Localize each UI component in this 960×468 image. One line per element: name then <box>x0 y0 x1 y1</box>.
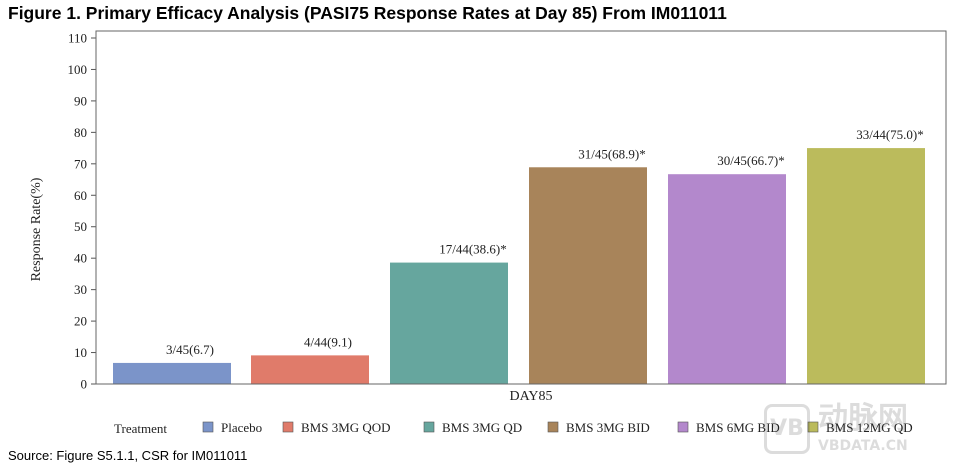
bar-data-label: 3/45(6.7) <box>166 342 214 357</box>
legend-entry-label: BMS 6MG BID <box>696 420 780 435</box>
bar-data-label: 31/45(68.9)* <box>578 146 646 161</box>
legend-entry-label: BMS 3MG QOD <box>301 420 391 435</box>
legend-swatch <box>202 421 214 433</box>
legend-entry-label: BMS 3MG QD <box>442 420 522 435</box>
data-labels: 3/45(6.7) 4/44(9.1) 17/44(38.6)* 31/45(68.9… <box>166 127 924 357</box>
legend-swatch <box>282 421 294 433</box>
y-tick-label: 20 <box>74 314 87 329</box>
y-tick-label: 70 <box>74 156 87 171</box>
bar-bms-6mg-bid <box>668 174 786 384</box>
bar-data-label: 4/44(9.1) <box>304 334 352 349</box>
bar-bms-3mg-qod <box>251 355 369 384</box>
y-tick-label: 80 <box>74 125 87 140</box>
legend-swatch <box>807 421 819 433</box>
legend: Treatment Placebo BMS 3MG QOD BMS 3MG QD BM… <box>114 420 913 436</box>
legend-swatch <box>423 421 435 433</box>
legend-swatch <box>547 421 559 433</box>
legend-swatch <box>677 421 689 433</box>
bar-data-label: 30/45(66.7)* <box>717 153 785 168</box>
plot-frame <box>95 30 947 385</box>
legend-entry-label: Placebo <box>221 420 262 435</box>
legend-title: Treatment <box>114 421 167 436</box>
y-tick-label: 30 <box>74 282 87 297</box>
y-tick-label: 40 <box>74 251 87 266</box>
bar-bms-3mg-bid <box>529 167 647 384</box>
bar-bms-12mg-qd <box>807 148 925 384</box>
y-tick-label: 0 <box>81 377 88 392</box>
legend-entry-label: BMS 3MG BID <box>566 420 650 435</box>
figure-title: Figure 1. Primary Efficacy Analysis (PAS… <box>8 3 727 23</box>
bar-data-label: 17/44(38.6)* <box>439 242 507 257</box>
y-tick-label: 60 <box>74 188 87 203</box>
y-tick-label: 100 <box>68 62 88 77</box>
x-axis-category-label: DAY85 <box>509 389 552 404</box>
y-tick-label: 10 <box>74 345 87 360</box>
bar-placebo <box>113 362 231 384</box>
legend-entry-label: BMS 12MG QD <box>826 420 913 435</box>
y-tick-label: 110 <box>68 31 87 46</box>
bars <box>113 148 925 384</box>
y-axis-label: Response Rate(%) <box>29 177 44 281</box>
y-tick-label: 50 <box>74 219 87 234</box>
bar-bms-3mg-qd <box>390 262 508 384</box>
source-note: Source: Figure S5.1.1, CSR for IM011011 <box>8 448 248 463</box>
y-tick-label: 90 <box>74 93 87 108</box>
y-axis: 0 10 20 30 40 50 60 70 80 90 100 110 <box>68 31 96 392</box>
bar-data-label: 33/44(75.0)* <box>856 127 924 142</box>
